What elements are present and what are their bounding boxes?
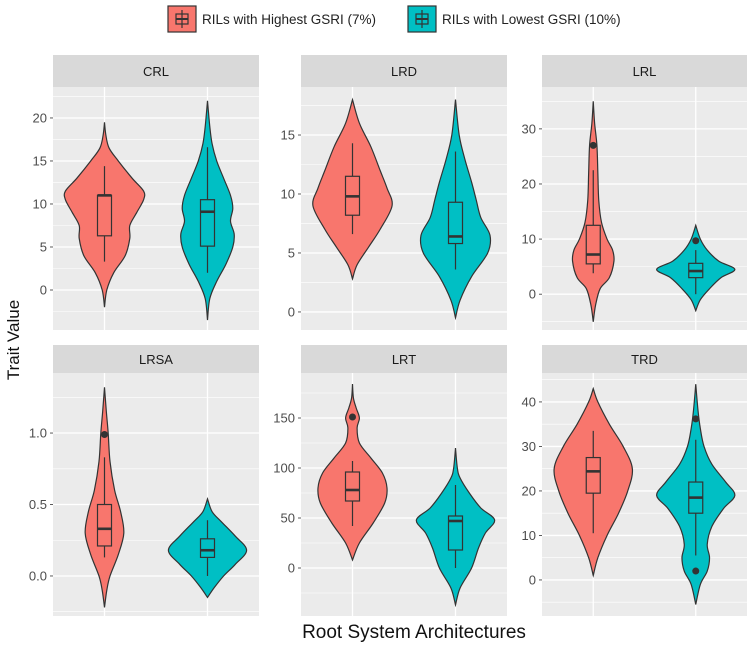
- outlier-point: [692, 237, 700, 245]
- facet-title: LRD: [391, 64, 417, 79]
- y-tick-label: 10: [522, 528, 536, 543]
- y-tick-label: 10: [522, 232, 536, 247]
- violin-low-gsri: [415, 447, 496, 608]
- y-tick-label: 150: [273, 411, 295, 426]
- box-iqr: [585, 224, 601, 265]
- x-axis-title: Root System Architectures: [302, 622, 526, 643]
- y-tick-label: 0: [288, 561, 295, 576]
- y-tick-label: 0: [40, 283, 47, 298]
- box-iqr: [199, 538, 216, 558]
- y-tick-label: 0: [288, 304, 295, 319]
- box-iqr: [447, 201, 464, 245]
- y-tick-label: 0: [529, 287, 536, 302]
- y-tick-label: 15: [281, 128, 295, 143]
- box-iqr: [344, 471, 361, 502]
- violin-high-gsri: [84, 387, 125, 608]
- y-tick-label: 0.5: [29, 497, 47, 512]
- strip-background: [53, 345, 259, 373]
- facet-title: CRL: [143, 64, 169, 79]
- y-tick-label: 5: [40, 239, 47, 254]
- violin-shape: [415, 447, 496, 608]
- violin-high-gsri: [63, 122, 146, 308]
- legend-label-high: RILs with Highest GSRI (7%): [202, 12, 376, 27]
- outlier-point: [589, 141, 597, 149]
- outlier-point: [349, 413, 356, 421]
- violin-high-gsri: [312, 97, 393, 281]
- y-tick-label: 20: [522, 483, 536, 498]
- legend-key-low: RILs with Lowest GSRI (10%): [407, 5, 621, 33]
- y-tick-label: 0: [529, 572, 536, 587]
- y-tick-label: 10: [281, 186, 295, 201]
- facet-title: LRT: [392, 352, 416, 367]
- facet-lrsa: LRSA 0.0 0.5 1.0: [29, 345, 259, 616]
- box-iqr: [199, 199, 216, 247]
- y-tick-label: 30: [522, 121, 536, 136]
- panel-background: [542, 87, 747, 330]
- legend: RILs with Highest GSRI (7%) RILs with Lo…: [167, 5, 621, 33]
- outlier-point: [692, 415, 700, 423]
- y-tick-label: 15: [33, 153, 47, 168]
- box-iqr: [96, 503, 113, 547]
- y-tick-label: 100: [273, 461, 295, 476]
- violin-high-gsri: [317, 383, 388, 562]
- facet-title: TRD: [631, 352, 658, 367]
- legend-label-low: RILs with Lowest GSRI (10%): [442, 12, 621, 27]
- outlier-point: [101, 430, 108, 438]
- violin-low-gsri: [419, 99, 492, 321]
- panel-background: [53, 373, 259, 616]
- y-axis-title: Trait Value: [4, 300, 23, 380]
- outlier-point: [692, 567, 700, 575]
- legend-key-high: RILs with Highest GSRI (7%): [167, 5, 376, 33]
- y-tick-label: 5: [288, 245, 295, 260]
- violin-low-gsri: [167, 497, 248, 599]
- violin-low-gsri: [180, 100, 235, 321]
- violin-low-gsri: [656, 223, 736, 313]
- y-tick-label: 1.0: [29, 426, 47, 441]
- violin-shape: [656, 384, 736, 605]
- violin-high-gsri: [553, 386, 634, 578]
- facet-crl: CRL 0 5 10 15 20: [33, 55, 259, 330]
- facet-lrt: LRT 0 50 100 150: [273, 345, 507, 616]
- y-tick-label: 30: [522, 439, 536, 454]
- facet-lrl: LRL 0 10 20 30: [522, 55, 747, 330]
- violin-high-gsri: [571, 101, 615, 322]
- strip-background: [301, 345, 507, 373]
- strip-background: [542, 345, 747, 373]
- y-tick-label: 20: [522, 176, 536, 191]
- violin-shape: [167, 497, 248, 599]
- y-tick-label: 50: [281, 511, 295, 526]
- y-tick-label: 10: [33, 196, 47, 211]
- violin-shape: [553, 386, 634, 578]
- y-tick-label: 0.0: [29, 568, 47, 583]
- strip-background: [542, 55, 747, 87]
- violin-low-gsri: [656, 384, 736, 605]
- violin-shape: [419, 99, 492, 321]
- facet-lrd: LRD 0 5 10 15: [281, 55, 507, 330]
- violin-shape: [656, 223, 736, 313]
- facet-trd: TRD 0 10 20 30 40: [522, 345, 747, 616]
- facet-title: LRL: [633, 64, 657, 79]
- strip-background: [53, 55, 259, 87]
- box-iqr: [447, 515, 464, 551]
- y-tick-label: 20: [33, 110, 47, 125]
- violin-shape: [63, 122, 146, 308]
- facet-title: LRSA: [139, 352, 173, 367]
- y-tick-label: 40: [522, 394, 536, 409]
- box-iqr: [585, 456, 601, 494]
- violin-shape: [312, 97, 393, 281]
- strip-background: [301, 55, 507, 87]
